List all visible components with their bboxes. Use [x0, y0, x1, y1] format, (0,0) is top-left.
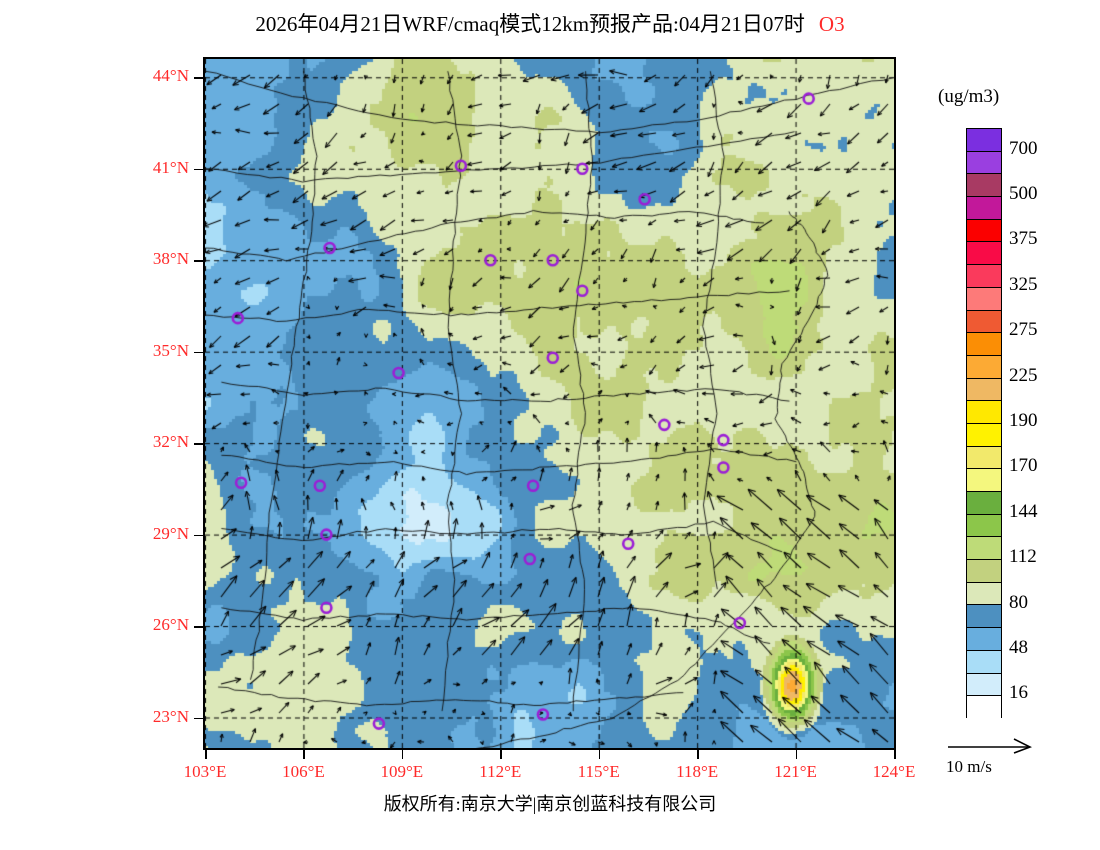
colorbar-cell: [967, 174, 1001, 198]
y-tickmark: [194, 717, 203, 719]
colorbar-tick-label: 375: [1009, 228, 1038, 250]
colorbar-cell: [967, 151, 1001, 175]
colorbar-cell: [967, 492, 1001, 515]
copyright-footer: 版权所有:南京大学|南京创蓝科技有限公司: [383, 794, 717, 814]
colorbar-tick-label: 500: [1009, 183, 1038, 205]
y-axis-label: 23°N: [152, 706, 189, 726]
colorbar-cell: [967, 378, 1001, 402]
y-axis-label: 44°N: [152, 66, 189, 86]
colorbar-cell: [967, 560, 1001, 583]
colorbar-cell: [967, 650, 1001, 674]
x-axis-label: 121°E: [774, 762, 817, 781]
colorbar-tick-label: 190: [1009, 410, 1038, 431]
y-axis-label: 35°N: [152, 340, 189, 360]
title-main-text: 2026年04月21日WRF/cmaq模式12km预报产品:04月21日07时: [255, 12, 805, 36]
y-tickmark: [194, 260, 203, 262]
colorbar-tick-label: 275: [1009, 319, 1038, 341]
x-axis-label: 109°E: [380, 762, 424, 781]
colorbar-tick-label: 170: [1009, 455, 1038, 477]
x-tickmark: [205, 750, 207, 759]
colorbar[interactable]: [966, 128, 1002, 719]
x-tickmark: [697, 750, 699, 759]
colorbar-cell: [967, 696, 1001, 719]
title-species-label: O3: [818, 12, 845, 36]
colorbar-tick-label: 325: [1009, 273, 1038, 295]
x-tickmark: [401, 750, 404, 759]
colorbar-tick-label: 700: [1009, 137, 1038, 159]
y-axis-label: 29°N: [152, 523, 189, 543]
colorbar-tick-label: 225: [1009, 364, 1038, 386]
x-tickmark: [894, 750, 896, 759]
colorbar-tick-label: 48: [1009, 636, 1028, 658]
wind-arrow-icon: [948, 738, 1032, 754]
x-tickmark: [598, 750, 601, 759]
x-axis-label: 103°E: [183, 762, 227, 781]
y-tickmark: [194, 77, 203, 79]
colorbar-cell: [967, 582, 1001, 606]
x-tickmark: [500, 750, 502, 759]
forecast-map[interactable]: [203, 57, 896, 750]
colorbar-cell: [967, 287, 1001, 311]
wind-scale-legend: 10 m/s: [946, 736, 1096, 777]
y-axis-label: 32°N: [152, 432, 189, 452]
colorbar-cell: [967, 310, 1001, 334]
y-tickmark: [194, 168, 203, 171]
colorbar-cell: [967, 605, 1001, 629]
colorbar-cell: [967, 265, 1001, 288]
x-axis-label: 118°E: [676, 762, 719, 781]
colorbar-tick-label: 144: [1009, 500, 1038, 522]
y-tickmark: [194, 534, 203, 537]
colorbar-cell: [967, 673, 1001, 697]
y-tickmark: [194, 626, 203, 628]
colorbar-tick-label: 112: [1009, 546, 1037, 568]
x-tickmark: [303, 750, 305, 759]
y-axis-label: 38°N: [152, 249, 189, 269]
colorbar-cell: [967, 628, 1001, 651]
y-tickmark: [194, 443, 203, 445]
colorbar-cell: [967, 355, 1001, 379]
map-raster-canvas: [205, 59, 894, 748]
colorbar-cell: [967, 197, 1001, 220]
colorbar-cell: [967, 469, 1001, 492]
colorbar-cell: [967, 514, 1001, 538]
chart-title: 2026年04月21日WRF/cmaq模式12km预报产品:04月21日07时 O…: [0, 8, 1100, 38]
colorbar-cell: [967, 333, 1001, 356]
wind-scale-label: 10 m/s: [946, 757, 992, 776]
colorbar-cell: [967, 242, 1001, 266]
x-axis-label: 106°E: [282, 762, 325, 781]
colorbar-cell: [967, 401, 1001, 424]
colorbar-cell: [967, 219, 1001, 243]
x-axis-label: 112°E: [479, 762, 522, 781]
y-tickmark: [194, 351, 203, 354]
x-axis-label: 115°E: [577, 762, 620, 781]
y-axis-label: 41°N: [152, 157, 189, 177]
x-axis-label: 124°E: [872, 762, 916, 781]
colorbar-cell: [967, 423, 1001, 447]
colorbar-unit-label: (ug/m3): [938, 86, 1000, 107]
colorbar-tick-label: 80: [1009, 591, 1028, 613]
y-axis-label: 26°N: [152, 615, 189, 635]
colorbar-cell: [967, 446, 1001, 470]
colorbar-cell: [967, 537, 1001, 561]
x-tickmark: [795, 750, 798, 759]
colorbar-tick-label: 16: [1009, 682, 1028, 704]
colorbar-cell: [967, 129, 1001, 152]
